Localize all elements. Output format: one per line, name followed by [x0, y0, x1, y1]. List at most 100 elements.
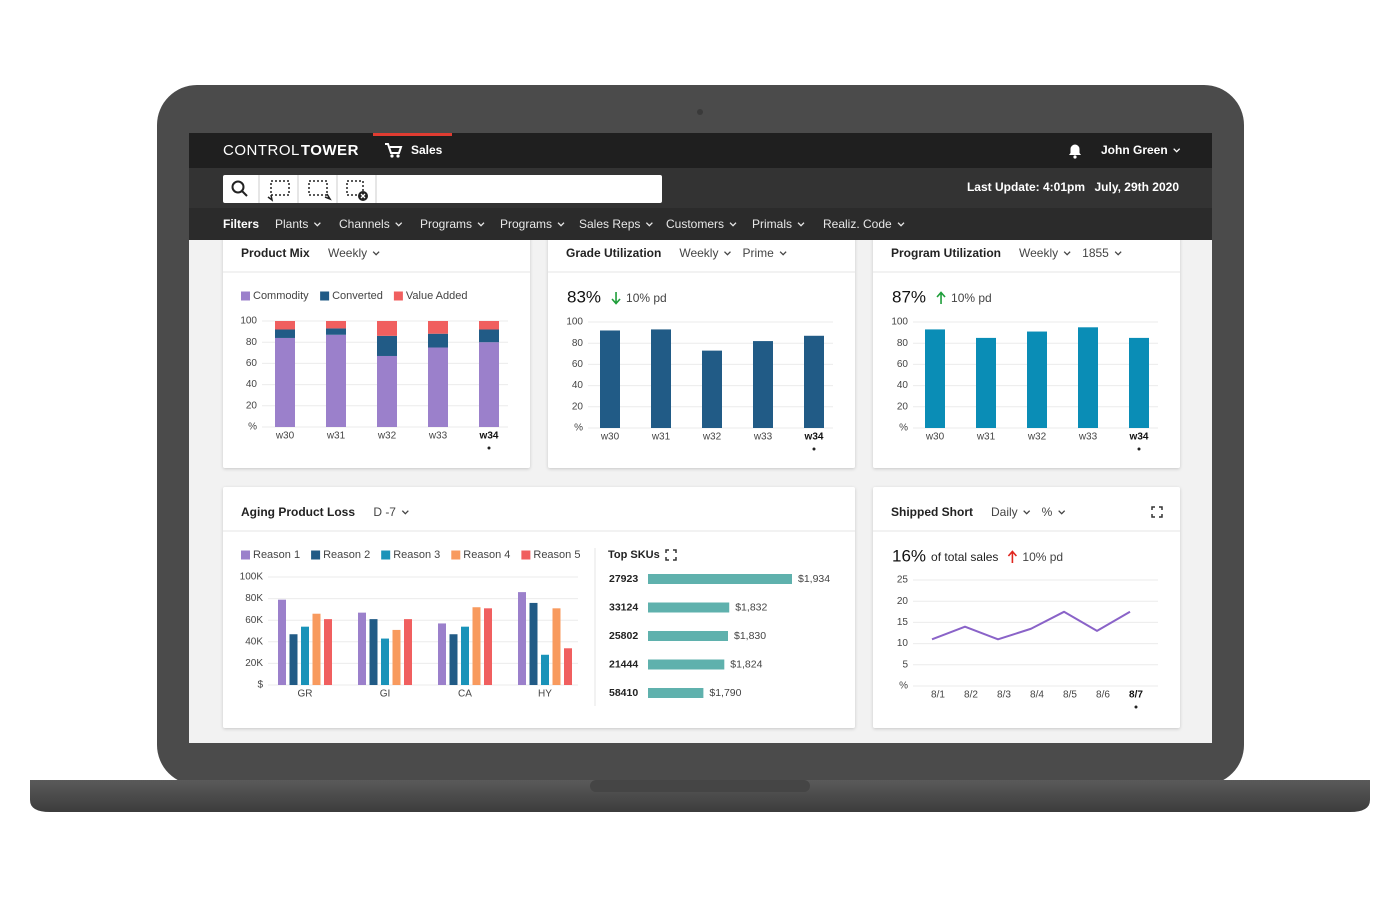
- y-tick-label: 20K: [245, 658, 263, 669]
- x-tick-label: w34: [804, 432, 824, 443]
- y-tick-label: 60: [897, 359, 909, 370]
- bar: [648, 688, 704, 698]
- filters-label: Filters: [223, 217, 259, 231]
- x-tick-label: CA: [458, 689, 472, 700]
- bar: [278, 599, 286, 685]
- panel: [873, 232, 1180, 468]
- dropdown[interactable]: %: [1042, 505, 1053, 519]
- legend-swatch: [311, 550, 321, 560]
- kpi-note: of total sales: [931, 550, 998, 564]
- chevron: [779, 251, 787, 256]
- kpi: 87%: [892, 287, 926, 306]
- dropdown[interactable]: Weekly: [679, 246, 718, 260]
- filter-dropdown[interactable]: Channels: [339, 217, 390, 231]
- trend-change: 10% pd: [1022, 550, 1063, 564]
- chevron: [797, 222, 805, 227]
- brand: TOWER: [301, 142, 359, 159]
- filter-dropdown[interactable]: Sales Reps: [579, 217, 640, 231]
- dropdown[interactable]: 1855: [1082, 246, 1109, 260]
- dropdown[interactable]: D -7: [373, 505, 396, 519]
- x-tick-label: GI: [380, 689, 391, 700]
- x-tick-label: HY: [538, 689, 552, 700]
- legend-label: Commodity: [253, 290, 309, 302]
- x-tick-label: w32: [702, 432, 722, 443]
- dropdown[interactable]: Weekly: [328, 246, 367, 260]
- bar: [600, 330, 620, 428]
- bar-segment: [428, 333, 448, 348]
- top-bar: [189, 133, 1212, 168]
- chevron: [897, 222, 905, 227]
- chevron: [729, 222, 737, 227]
- filter-dropdown[interactable]: Realiz. Code: [823, 217, 892, 231]
- filter-dropdown[interactable]: Plants: [275, 217, 308, 231]
- panel-title: Grade Utilization: [566, 246, 661, 260]
- active-tab-indicator: [373, 133, 452, 136]
- bar: [324, 619, 332, 685]
- y-tick-label: 100: [240, 316, 257, 327]
- bar: [651, 329, 671, 428]
- legend-swatch: [451, 550, 461, 560]
- dropdown[interactable]: Prime: [742, 246, 774, 260]
- filter-dropdown[interactable]: Customers: [666, 217, 724, 231]
- legend-swatch: [521, 550, 531, 560]
- search-icon[interactable]: [231, 180, 248, 197]
- bar: [472, 607, 481, 685]
- bell-icon[interactable]: [1069, 144, 1081, 159]
- bar-segment: [275, 329, 295, 338]
- bar: [449, 634, 458, 685]
- dropdown[interactable]: Daily: [991, 505, 1018, 519]
- y-tick-label: 5: [902, 659, 908, 670]
- chevron: [557, 222, 565, 227]
- bar: [1129, 337, 1149, 428]
- tab[interactable]: Sales: [411, 143, 443, 157]
- panel: [548, 232, 855, 468]
- x-tick-label: GR: [298, 689, 313, 700]
- y-tick-label: %: [899, 423, 908, 434]
- user-menu[interactable]: John Green: [1101, 143, 1168, 157]
- bar: [312, 613, 321, 685]
- sku-label: 58410: [609, 687, 638, 699]
- filter-dropdown[interactable]: Programs: [420, 217, 472, 231]
- y-tick-label: 25: [897, 575, 909, 586]
- filter-dropdown[interactable]: Programs: [500, 217, 552, 231]
- x-tick-label: w31: [326, 431, 346, 442]
- chevron: [724, 251, 731, 256]
- y-tick-label: $: [257, 680, 263, 691]
- trend-arrow: [611, 292, 621, 305]
- bar-segment: [326, 321, 346, 329]
- x-tick-label: w34: [1129, 432, 1149, 443]
- bar: [648, 574, 792, 584]
- current-indicator: [1137, 447, 1141, 451]
- x-tick-label: w33: [428, 431, 448, 442]
- selection-icons[interactable]: [270, 180, 364, 196]
- sku-label: 25802: [609, 630, 638, 642]
- y-tick-label: 100: [566, 317, 583, 328]
- value-label: $1,790: [709, 687, 741, 699]
- dropdown[interactable]: Weekly: [1019, 246, 1058, 260]
- bar: [438, 623, 446, 685]
- bar: [976, 337, 996, 428]
- last-update: Last Update: 4:01pm: [967, 180, 1085, 194]
- filter-dropdown[interactable]: Primals: [752, 217, 792, 231]
- search-box[interactable]: [223, 175, 662, 203]
- bar-segment: [428, 321, 448, 334]
- bar-segment: [326, 334, 346, 427]
- x-tick-label: 8/4: [1030, 690, 1044, 701]
- y-tick-label: 80K: [245, 593, 263, 604]
- kpi: 83%: [567, 287, 601, 306]
- bar: [381, 638, 389, 685]
- toolbar-dividers: [258, 175, 377, 203]
- legend-label: Converted: [332, 290, 383, 302]
- y-tick-label: 20: [897, 596, 909, 607]
- trend-change: 10% pd: [951, 291, 992, 305]
- legend-label: Value Added: [406, 290, 468, 302]
- filter-bar-cover: [189, 208, 1212, 240]
- expand-icon[interactable]: [665, 506, 1163, 561]
- x-tick-label: 8/6: [1096, 690, 1110, 701]
- x-tick-label: 8/1: [931, 690, 945, 701]
- bar: [369, 619, 378, 685]
- y-tick-label: 40: [572, 380, 584, 391]
- x-tick-label: w30: [600, 432, 620, 443]
- chevron: [1023, 510, 1031, 515]
- cart-icon: [385, 143, 403, 158]
